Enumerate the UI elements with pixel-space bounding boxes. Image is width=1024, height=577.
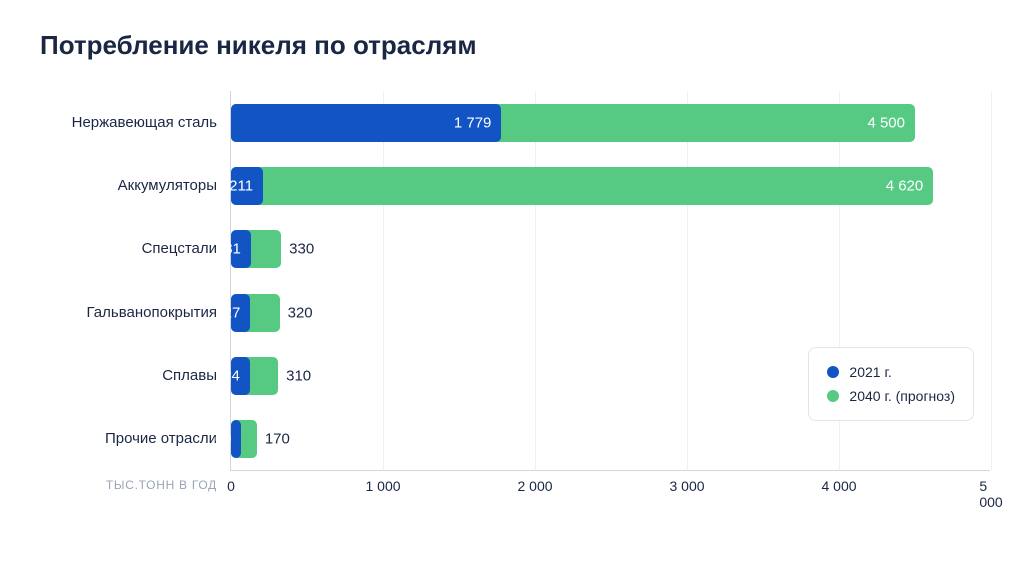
x-tick-label: 4 000 — [821, 478, 856, 494]
gridline — [687, 91, 688, 470]
bar-group: 127320 — [231, 294, 990, 332]
value-label-2021: 69 — [215, 431, 232, 448]
chart-title: Потребление никеля по отраслям — [40, 30, 984, 61]
bar-row: Гальванопокрытия127320 — [231, 288, 990, 338]
legend-item-2021: 2021 г. — [827, 360, 955, 384]
x-tick-label: 5 000 — [979, 478, 1002, 510]
category-label: Спецстали — [41, 240, 217, 258]
bar-row: Нержавеющая сталь1 7794 500 — [231, 98, 990, 148]
value-label-2040: 170 — [265, 431, 290, 448]
value-label-2040: 330 — [289, 241, 314, 258]
value-label-2040: 310 — [286, 368, 311, 385]
value-label-2040: 320 — [288, 304, 313, 321]
gridline — [535, 91, 536, 470]
bar-group: 69170 — [231, 420, 990, 458]
x-axis-unit: ТЫС.ТОНН В ГОД — [41, 478, 217, 492]
category-label: Прочие отрасли — [41, 430, 217, 448]
gridline — [383, 91, 384, 470]
x-tick-label: 2 000 — [517, 478, 552, 494]
legend-swatch-2021 — [827, 366, 839, 378]
x-tick-label: 1 000 — [365, 478, 400, 494]
value-label-2040: 4 500 — [867, 114, 905, 131]
bar-group: 2114 620 — [231, 167, 990, 205]
bar-group: 131330 — [231, 230, 990, 268]
legend: 2021 г. 2040 г. (прогноз) — [808, 347, 974, 421]
legend-swatch-2040 — [827, 390, 839, 402]
bar-row: Спецстали131330 — [231, 224, 990, 274]
gridline — [991, 91, 992, 470]
category-label: Гальванопокрытия — [41, 304, 217, 322]
legend-item-2040: 2040 г. (прогноз) — [827, 384, 955, 408]
value-label-2040: 4 620 — [886, 178, 924, 195]
x-tick-label: 3 000 — [669, 478, 704, 494]
category-label: Нержавеющая сталь — [41, 114, 217, 132]
legend-label-2040: 2040 г. (прогноз) — [849, 388, 955, 404]
category-label: Сплавы — [41, 367, 217, 385]
chart-area: ТЫС.ТОНН В ГОД 01 0002 0003 0004 0005 00… — [230, 91, 984, 511]
legend-label-2021: 2021 г. — [849, 364, 891, 380]
category-label: Аккумуляторы — [41, 177, 217, 195]
bar-row: Прочие отрасли69170 — [231, 414, 990, 464]
bar-group: 1 7794 500 — [231, 104, 990, 142]
bar-row: Аккумуляторы2114 620 — [231, 161, 990, 211]
x-tick-label: 0 — [227, 478, 235, 494]
